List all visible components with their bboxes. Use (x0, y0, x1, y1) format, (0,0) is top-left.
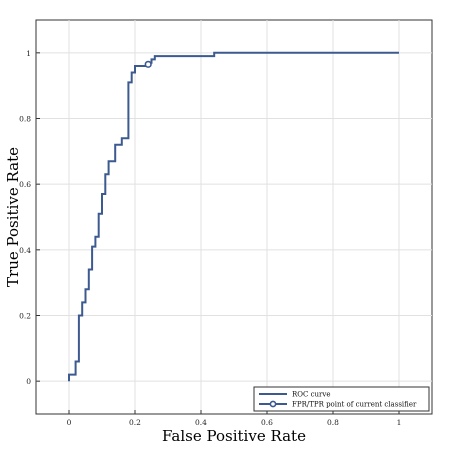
legend: ROC curve FPR/TPR point of current classi… (253, 386, 430, 412)
grid-layer (36, 20, 432, 414)
x-axis-label: False Positive Rate (162, 427, 306, 445)
y-tick-label: 0.4 (19, 246, 31, 255)
legend-box (253, 386, 430, 412)
y-tick-label: 1 (26, 49, 31, 58)
x-tick-label: 0.4 (195, 418, 207, 427)
series-layer (68, 51, 399, 382)
x-tick-label: 0 (67, 418, 72, 427)
x-tick-label: 0.8 (327, 418, 339, 427)
x-tick-label: 0.2 (129, 418, 141, 427)
legend-roc-label: ROC curve (292, 391, 330, 399)
y-tick-label: 0.8 (19, 115, 31, 124)
classifier-point-marker (144, 60, 152, 68)
y-axis-label: True Positive Rate (4, 147, 22, 287)
x-tick-label: 0.6 (261, 418, 273, 427)
tick-layer: 0 0.2 0.4 0.6 0.8 1 0 0.2 0.4 0.6 0.8 1 (19, 49, 401, 427)
legend-point-marker-swatch (269, 400, 277, 408)
plot-area-frame (35, 19, 433, 415)
y-tick-label: 0.6 (19, 180, 31, 189)
y-tick-label: 0 (26, 377, 31, 386)
x-tick-label: 1 (397, 418, 402, 427)
legend-point-label: FPR/TPR point of current classifier (292, 401, 417, 409)
y-tick-label: 0.2 (19, 312, 31, 321)
